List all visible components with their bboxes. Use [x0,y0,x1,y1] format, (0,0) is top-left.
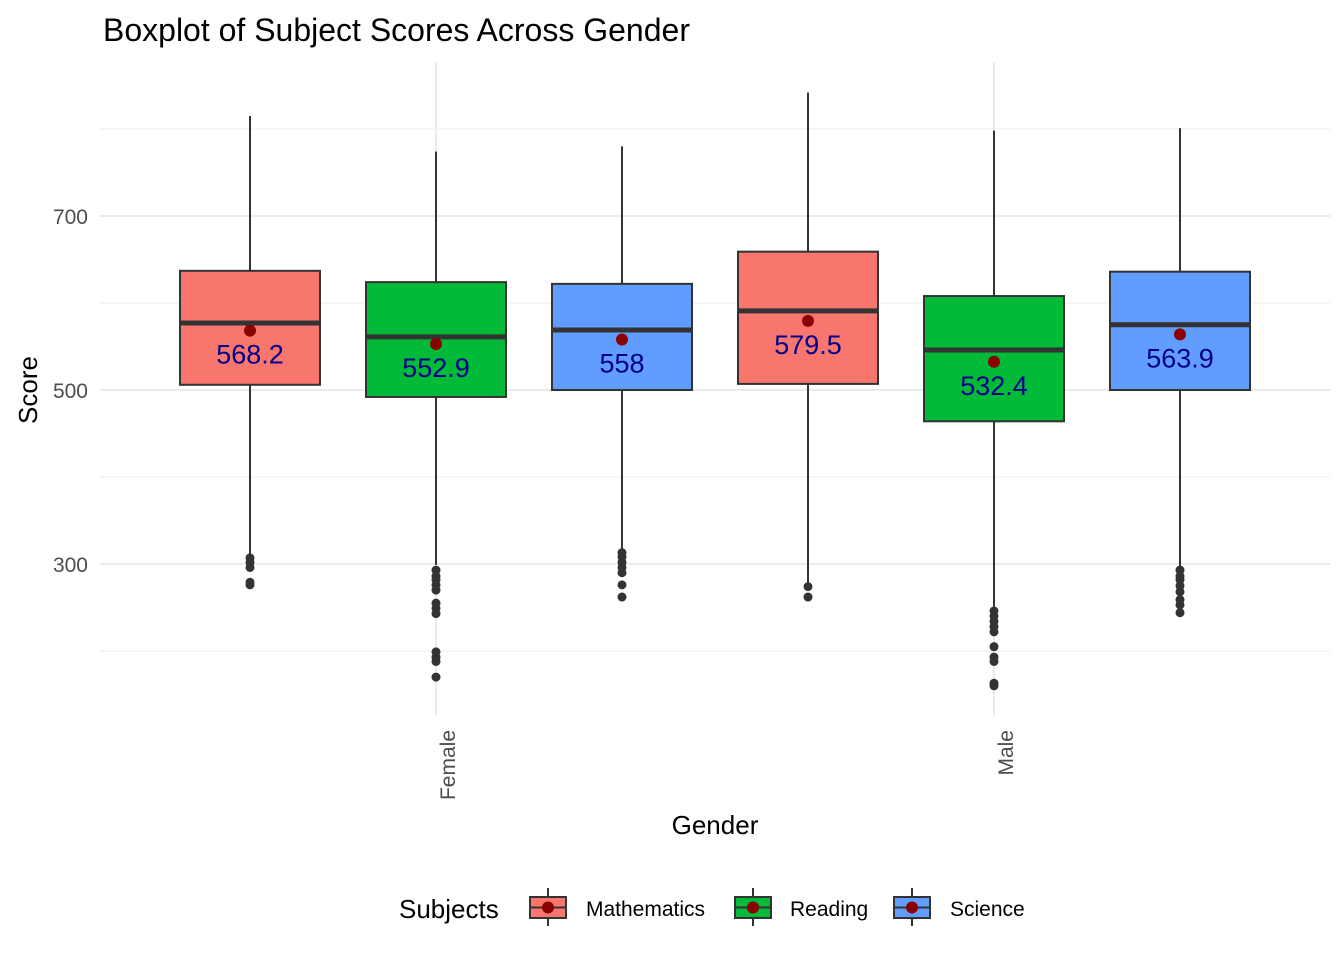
box-reading-male: 532.4 [923,130,1065,691]
legend-label-science: Science [950,898,1025,921]
outlier-point [617,592,627,602]
legend-mean-point [542,901,554,914]
outlier-point [617,580,627,590]
mean-label: 552.9 [402,353,470,383]
mean-label: 532.4 [960,371,1028,401]
chart-title: Boxplot of Subject Scores Across Gender [103,12,690,48]
mean-label: 558 [599,349,644,379]
box-mathematics-male: 579.5 [737,92,879,602]
outlier-point [245,580,255,590]
legend-key-reading [734,888,772,926]
box-reading-female: 552.9 [365,151,507,682]
legend-title: Subjects [399,894,499,924]
mean-label: 568.2 [216,340,284,370]
mean-label: 579.5 [774,330,842,360]
boxes: 568.2 579.5 552.9 532.4 558 563.9 [179,92,1251,691]
outlier-point [617,568,627,578]
outlier-point [1175,587,1185,597]
outlier-point [989,681,999,691]
x-tick-female: Female [437,730,460,800]
outlier-point [431,656,441,666]
y-tick-500: 500 [53,380,88,403]
legend-mean-point [747,901,759,914]
y-tick-300: 300 [53,554,88,577]
y-axis-label: Score [13,356,43,424]
box-science-female: 558 [551,146,693,602]
outlier-point [803,592,813,602]
outlier-point [431,585,441,595]
outlier-point [989,656,999,666]
mean-point [616,333,628,346]
outlier-point [431,672,441,682]
mean-point [802,314,814,327]
mean-point [1174,328,1186,341]
mean-point [988,355,1000,368]
outlier-point [1175,600,1185,610]
legend-key-science [893,888,931,926]
y-tick-700: 700 [53,206,88,229]
outlier-point [245,562,255,572]
outlier-point [431,609,441,619]
mean-point [430,337,442,350]
legend: Subjects Mathematics Reading Science [399,888,1025,926]
outlier-point [803,582,813,592]
legend-key-mathematics [529,888,567,926]
outlier-point [989,642,999,652]
box-science-male: 563.9 [1109,128,1251,618]
box-iqr [1109,270,1251,391]
mean-label: 563.9 [1146,343,1214,373]
box-mathematics-female: 568.2 [179,115,321,590]
legend-label-mathematics: Mathematics [586,898,705,921]
x-axis-label: Gender [672,810,759,840]
legend-label-reading: Reading [790,898,868,921]
mean-point [244,324,256,337]
outlier-point [989,627,999,637]
legend-mean-point [906,901,918,914]
x-tick-male: Male [995,730,1018,776]
outlier-point [1175,608,1185,618]
